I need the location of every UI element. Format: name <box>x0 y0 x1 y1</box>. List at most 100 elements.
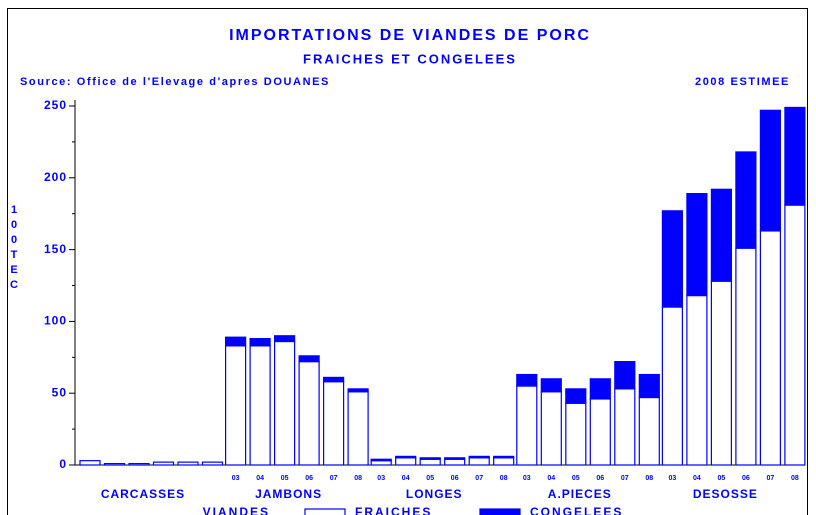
bar-segment <box>395 457 417 466</box>
x-tick-label: 08 <box>645 475 653 482</box>
x-tick-label: 03 <box>669 475 677 482</box>
note: 2008 ESTIMEE <box>695 76 790 88</box>
bar-segment <box>274 335 296 343</box>
bar-segment <box>370 460 392 466</box>
x-tick-label: 05 <box>572 475 580 482</box>
group-label: A.PIECES <box>548 487 612 501</box>
bar-segment <box>784 204 806 466</box>
y-tick-label: 250 <box>44 98 67 112</box>
bar-segment <box>686 192 708 297</box>
bar-segment <box>516 373 538 387</box>
bar-segment <box>589 378 611 400</box>
bar-segment <box>638 373 660 399</box>
group-label: DESOSSE <box>693 487 758 501</box>
bar-segment <box>540 391 562 466</box>
bar-segment <box>759 109 782 232</box>
bar-segment <box>249 338 271 347</box>
bar-segment <box>177 461 199 466</box>
bar-segment <box>686 294 708 466</box>
bar-segment <box>759 230 782 466</box>
x-tick-label: 07 <box>330 475 338 482</box>
bar-segment <box>735 247 757 466</box>
bar-segment <box>710 188 733 282</box>
source: Source: Office de l'Elevage d'apres DOUA… <box>20 76 330 88</box>
bar-segment <box>225 336 247 347</box>
x-tick-label: 07 <box>767 475 775 482</box>
bar-segment <box>103 462 126 466</box>
bar-segment <box>419 457 441 460</box>
bar-segment <box>128 462 150 466</box>
bar-segment <box>614 388 636 466</box>
bar-segment <box>735 151 757 249</box>
bar-segment <box>444 457 466 460</box>
legend-title: VIANDES <box>203 505 270 515</box>
y-axis-label: 100 TEC <box>10 204 21 291</box>
x-tick-label: 04 <box>547 475 555 482</box>
x-tick-label: 03 <box>377 475 385 482</box>
frame <box>7 8 808 515</box>
chart-title: IMPORTATIONS DE VIANDES DE PORC <box>229 27 591 44</box>
bar-segment <box>419 458 441 466</box>
bar-segment <box>347 388 369 393</box>
group-label: LONGES <box>406 487 463 501</box>
x-tick-label: 07 <box>621 475 629 482</box>
x-tick-label: 08 <box>354 475 362 482</box>
x-tick-label: 06 <box>451 475 459 482</box>
y-tick-label: 0 <box>59 457 67 471</box>
x-tick-label: 06 <box>596 475 604 482</box>
x-tick-label: 03 <box>523 475 531 482</box>
bar-segment <box>516 385 538 466</box>
bar-segment <box>323 376 345 383</box>
x-tick-label: 05 <box>281 475 289 482</box>
bar-segment <box>614 361 636 390</box>
bar-segment <box>565 402 587 466</box>
bar-segment <box>201 461 224 466</box>
x-tick-label: 06 <box>305 475 313 482</box>
bar-segment <box>710 280 733 466</box>
y-tick-label: 200 <box>44 170 67 184</box>
bar-segment <box>565 388 587 404</box>
bar-segment <box>370 458 392 462</box>
bar-segment <box>638 396 660 466</box>
x-tick-label: 04 <box>402 475 410 482</box>
x-tick-label: 08 <box>791 475 799 482</box>
bar-segment <box>298 361 320 466</box>
legend-swatch <box>479 508 521 515</box>
bar-segment <box>589 398 611 466</box>
bar-segment <box>347 391 369 466</box>
bar-segment <box>493 455 515 459</box>
bar-segment <box>395 455 417 459</box>
bar-segment <box>274 340 296 466</box>
x-tick-label: 04 <box>693 475 701 482</box>
bar-segment <box>468 455 490 459</box>
chart-subtitle: FRAICHES ET CONGELEES <box>303 51 517 66</box>
y-tick-label: 150 <box>44 242 67 256</box>
group-label: JAMBONS <box>255 487 322 501</box>
bar-segment <box>249 345 271 466</box>
bar-segment <box>444 458 466 466</box>
bar-segment <box>493 457 515 466</box>
x-tick-label: 03 <box>232 475 240 482</box>
x-tick-label: 06 <box>742 475 750 482</box>
legend-label: CONGELEES <box>530 505 623 515</box>
bar-segment <box>468 457 490 466</box>
legend-swatch <box>304 508 346 515</box>
x-tick-label: 08 <box>500 475 508 482</box>
bar-segment <box>784 106 806 206</box>
group-label: CARCASSES <box>101 487 185 501</box>
bar-segment <box>225 345 247 466</box>
legend-label: FRAICHES <box>355 505 432 515</box>
x-tick-label: 05 <box>718 475 726 482</box>
bar-segment <box>661 210 684 308</box>
bar-segment <box>298 355 320 363</box>
y-tick-label: 100 <box>44 314 67 328</box>
bar-segment <box>323 381 345 466</box>
bar-segment <box>661 306 684 466</box>
x-tick-label: 04 <box>256 475 264 482</box>
bar-segment <box>152 461 175 466</box>
y-tick-label: 50 <box>52 385 67 399</box>
bar-segment <box>540 378 562 393</box>
bar-segment <box>79 460 101 466</box>
